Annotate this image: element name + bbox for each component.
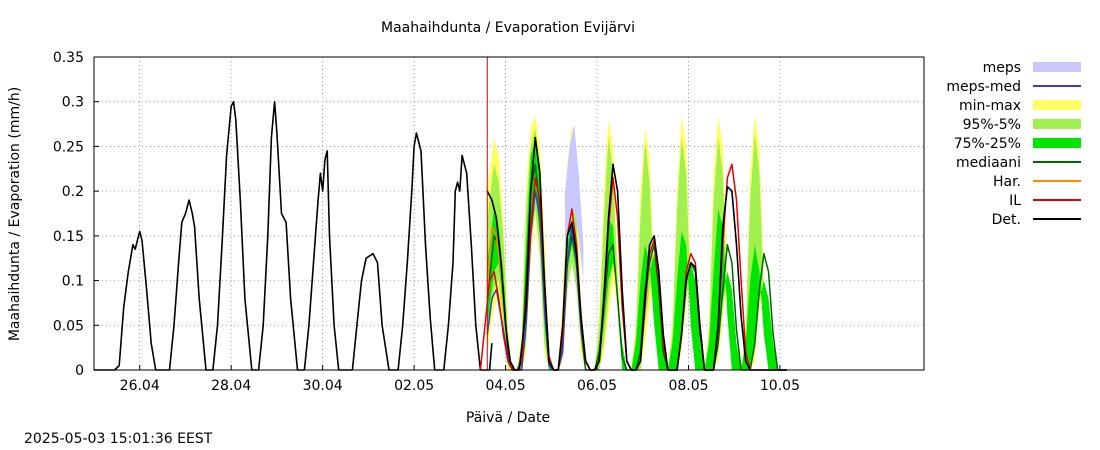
y-tick-label: 0 <box>75 363 84 379</box>
x-axis-label: Päivä / Date <box>466 410 550 426</box>
legend-swatch-p75_25 <box>1033 138 1081 148</box>
x-tick-label: 04.05 <box>486 378 526 394</box>
legend-label-meps: meps <box>983 60 1021 76</box>
x-tick-label: 08.05 <box>668 378 708 394</box>
legend-label-har: Har. <box>993 174 1021 190</box>
legend-swatch-p95_5 <box>1033 119 1081 129</box>
band-p75_25 <box>487 142 787 370</box>
y-tick-label: 0.1 <box>62 274 84 290</box>
x-tick-label: 30.04 <box>303 378 343 394</box>
y-tick-label: 0.3 <box>62 95 84 111</box>
grid-lines <box>94 57 924 370</box>
axis-ticks: 0 0.05 0.1 0.15 0.2 0.25 0.3 0.35 26.04 28.04 30.0… <box>53 50 800 394</box>
chart-title: Maahaihdunta / Evaporation Evijärvi <box>381 20 635 36</box>
series-line-det_obs <box>94 100 493 371</box>
legend-label-p75_25: 75%-25% <box>954 136 1021 152</box>
x-tick-label: 10.05 <box>760 378 800 394</box>
series-line-det_fc <box>486 136 787 371</box>
legend-label-il: IL <box>1009 193 1021 209</box>
plot-area <box>94 57 787 371</box>
y-tick-label: 0.05 <box>53 318 84 334</box>
legend-label-minmax: min-max <box>959 98 1021 114</box>
x-tick-label: 26.04 <box>120 378 160 394</box>
legend-swatch-minmax <box>1033 100 1081 110</box>
series-line-mediaani <box>486 163 787 371</box>
y-tick-label: 0.2 <box>62 184 84 200</box>
legend-swatch-meps <box>1033 62 1081 72</box>
x-tick-label: 28.04 <box>211 378 251 394</box>
x-tick-label: 06.05 <box>577 378 617 394</box>
plot-frame <box>93 56 925 371</box>
x-tick-label: 02.05 <box>394 378 434 394</box>
y-tick-label: 0.15 <box>53 229 84 245</box>
legend-label-mediaani: mediaani <box>956 155 1021 171</box>
timestamp-label: 2025-05-03 15:01:36 EEST <box>24 431 213 447</box>
legend-label-det: Det. <box>992 212 1021 228</box>
legend-label-meps_med: meps-med <box>946 79 1021 95</box>
legend-label-p95_5: 95%-5% <box>963 117 1021 133</box>
y-axis-label: Maahaihdunta / Evaporation (mm/h) <box>7 87 23 341</box>
y-tick-label: 0.25 <box>53 139 84 155</box>
legend: meps meps-med min-max 95%-5% 75%-25% mediaani… <box>946 60 1081 228</box>
y-tick-label: 0.35 <box>53 50 84 66</box>
band-meps <box>565 124 584 281</box>
series-line-meps_med <box>486 190 591 371</box>
